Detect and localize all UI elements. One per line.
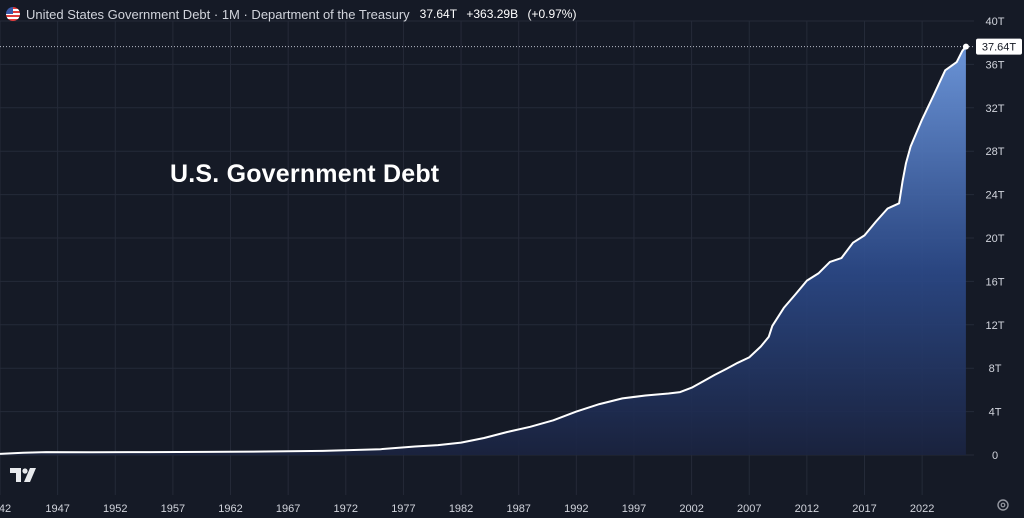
- change-value: +363.29B: [466, 7, 519, 21]
- debt-line: [0, 45, 967, 455]
- x-tick-label: 2022: [910, 503, 934, 515]
- last-value-dot: [962, 43, 969, 50]
- chart-title: U.S. Government Debt: [170, 160, 440, 188]
- x-tick-label: 1957: [161, 503, 185, 515]
- tradingview-logo-icon[interactable]: [8, 466, 38, 484]
- change-percent: (+0.97%): [527, 7, 577, 21]
- x-tick-label: 1972: [334, 503, 358, 515]
- last-value-tag: 37.64T: [976, 38, 1022, 55]
- y-tick-label: 40T: [986, 16, 1005, 28]
- x-tick-label: 2017: [852, 503, 876, 515]
- x-tick-label: 1967: [276, 503, 300, 515]
- y-tick-label: 12T: [986, 320, 1005, 332]
- y-axis: 0 4T 8T 12T 16T 20T 24T 28T 32T 36T 40T: [986, 16, 1005, 462]
- x-tick-label: 42: [0, 503, 11, 515]
- last-value: 37.64T: [419, 7, 458, 21]
- y-tick-label: 32T: [986, 103, 1005, 115]
- y-tick-label: 0: [992, 450, 998, 462]
- y-tick-label: 20T: [986, 233, 1005, 245]
- x-tick-label: 1997: [622, 503, 646, 515]
- y-tick-label: 24T: [986, 190, 1005, 202]
- x-tick-label: 2012: [795, 503, 819, 515]
- x-tick-label: 1952: [103, 503, 127, 515]
- chart-header: United States Government Debt · 1M · Dep…: [6, 6, 582, 22]
- x-tick-label: 1982: [449, 503, 473, 515]
- y-tick-label: 4T: [989, 407, 1002, 419]
- header-values: 37.64T +363.29B (+0.97%): [420, 7, 583, 21]
- y-tick-label: 8T: [989, 363, 1002, 375]
- symbol-title[interactable]: United States Government Debt · 1M · Dep…: [26, 6, 410, 22]
- x-tick-label: 1947: [45, 503, 69, 515]
- x-tick-label: 2007: [737, 503, 761, 515]
- us-flag-icon: [6, 7, 20, 21]
- x-tick-label: 1977: [391, 503, 415, 515]
- y-tick-label: 36T: [986, 59, 1005, 71]
- x-tick-label: 1987: [506, 503, 530, 515]
- x-tick-label: 1992: [564, 503, 588, 515]
- x-tick-label: 2002: [679, 503, 703, 515]
- debt-area-fill: [0, 46, 966, 455]
- settings-icon[interactable]: [996, 498, 1010, 512]
- x-tick-label: 1962: [218, 503, 242, 515]
- y-tick-label: 28T: [986, 146, 1005, 158]
- y-tick-label: 16T: [986, 276, 1005, 288]
- last-value-tag-label: 37.64T: [982, 42, 1017, 54]
- x-axis: 42 1947 1952 1957 1962 1967 1972 1977 1982 1987 19…: [0, 503, 934, 515]
